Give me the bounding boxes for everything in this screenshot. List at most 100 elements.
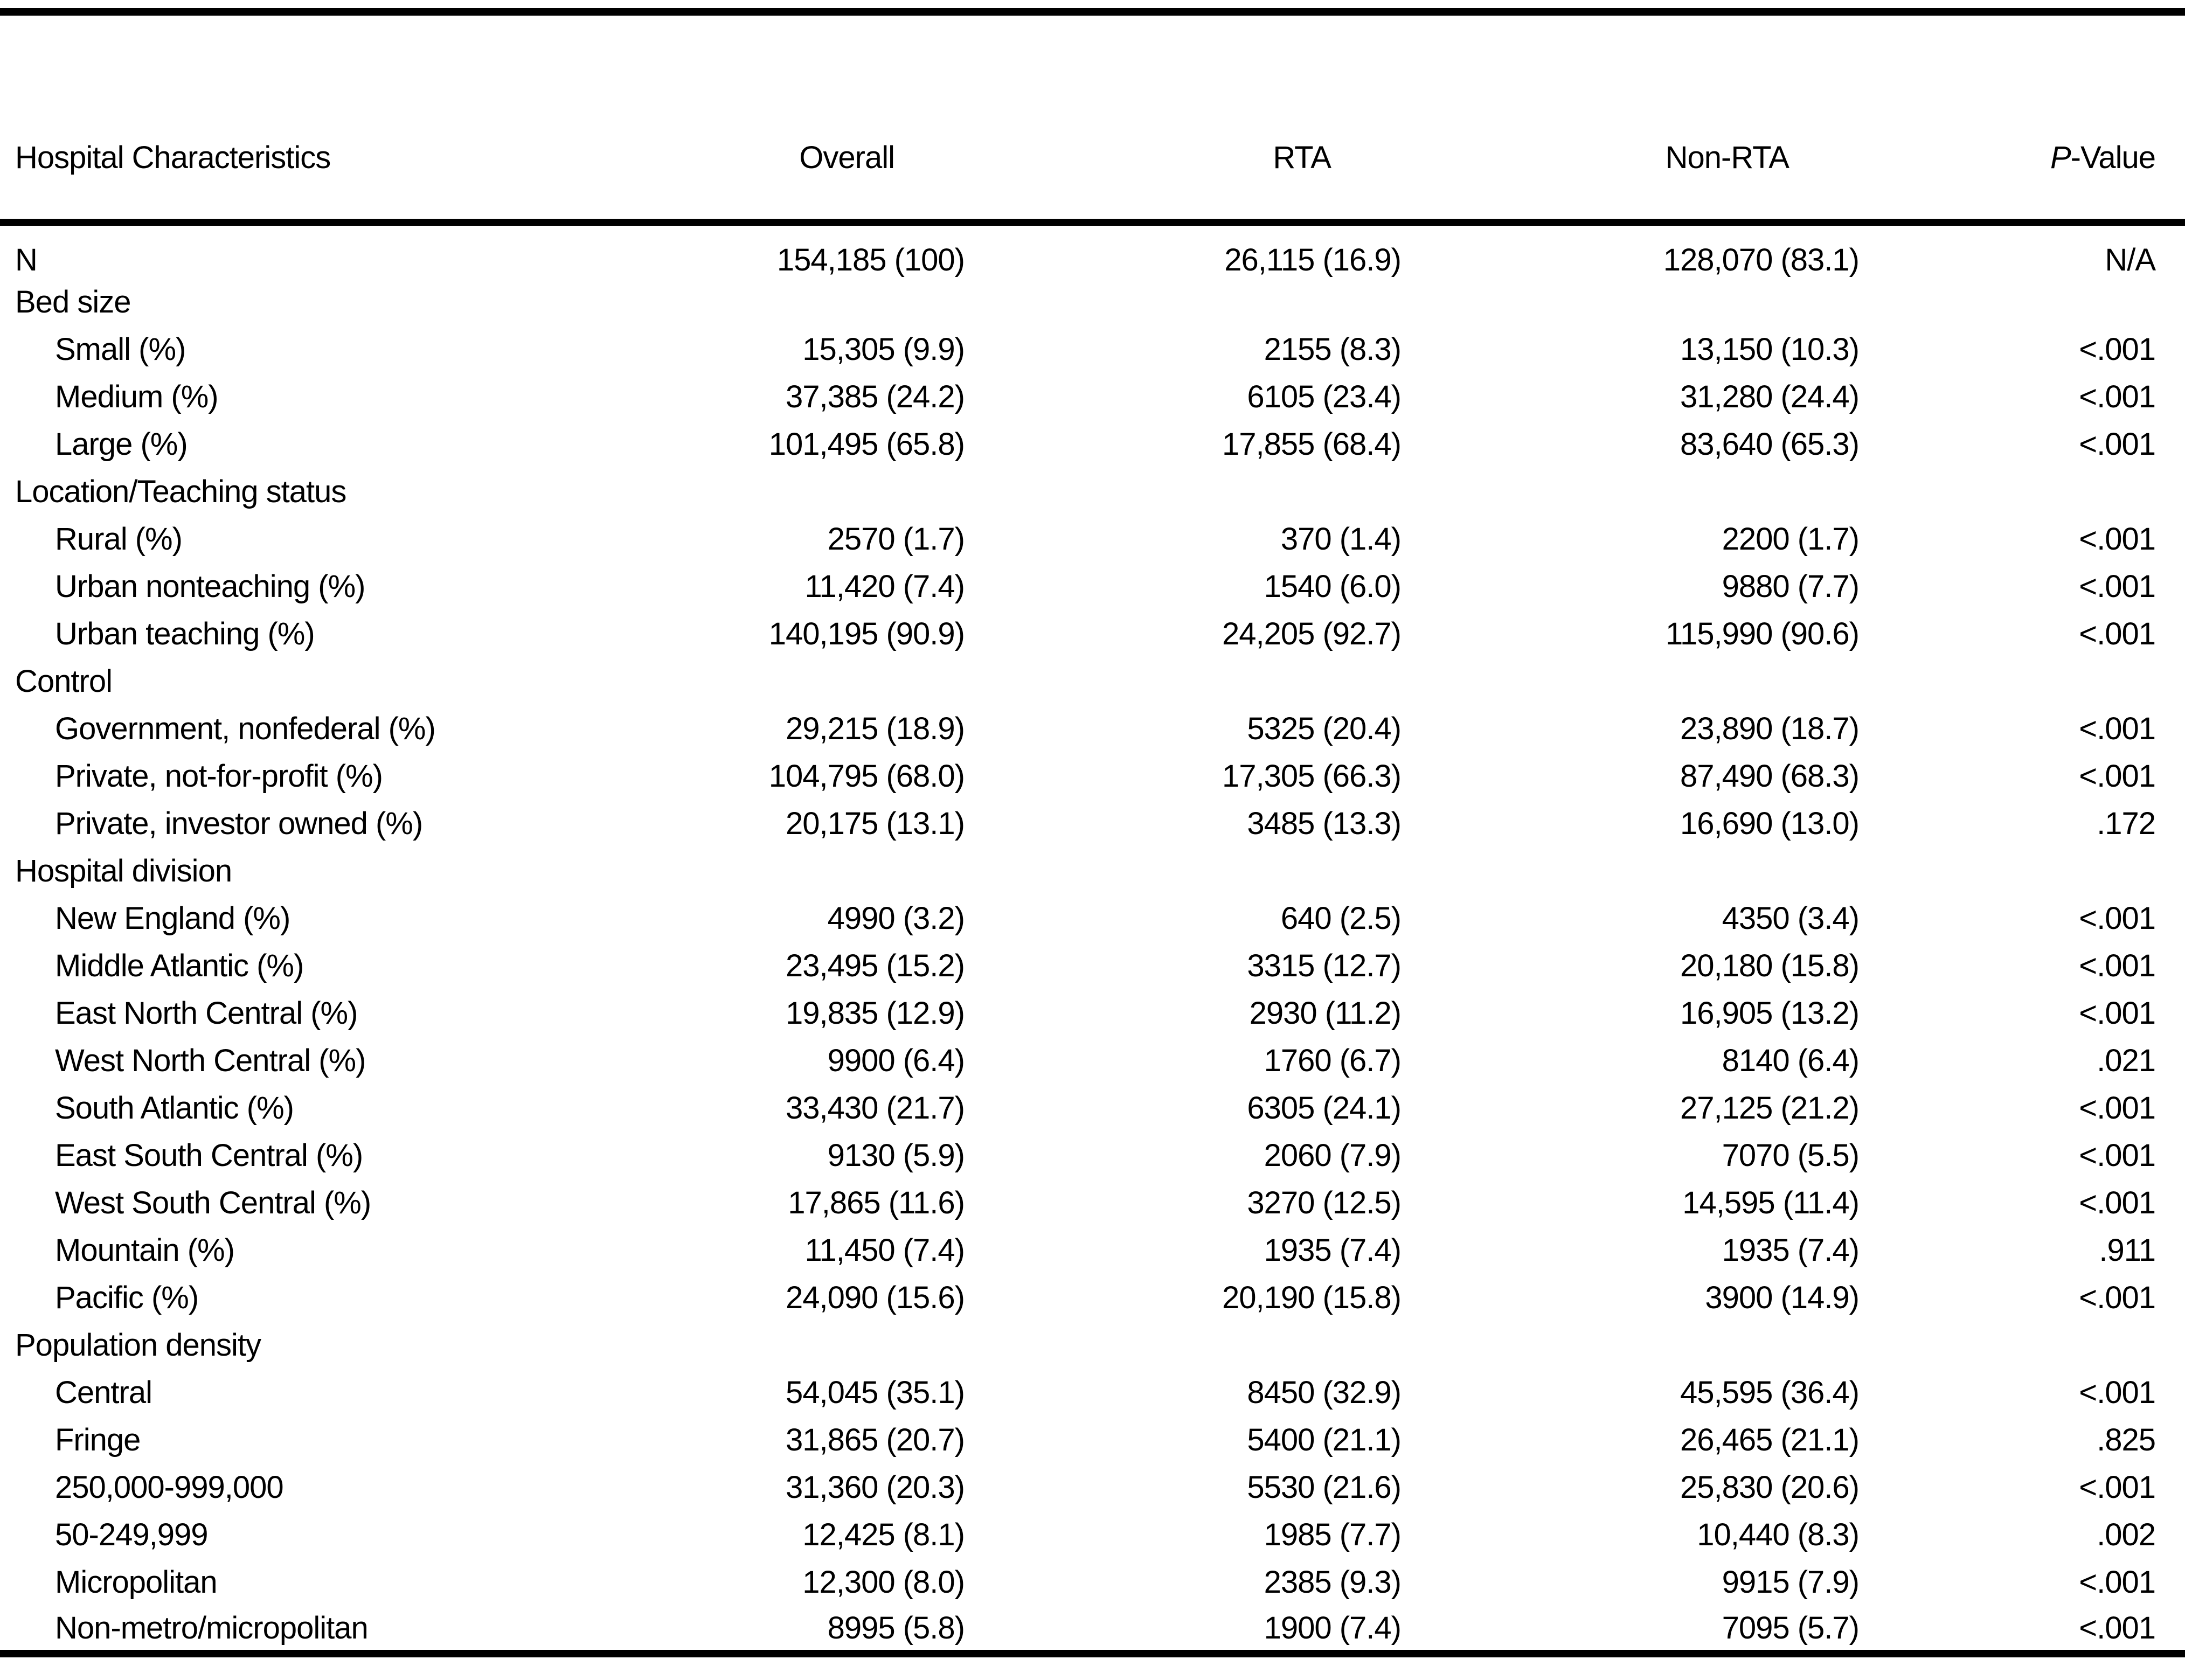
table-row: New England (%) 4990 (3.2) 640 (2.5) 4350 (… — [0, 895, 2185, 942]
row-label: Small (%) — [55, 332, 186, 367]
col-header-p-value: P-Value — [2050, 140, 2156, 175]
cell-rta: 2385 (9.3) — [1264, 1565, 1402, 1600]
row-label: Central — [55, 1375, 152, 1410]
row-label: Urban nonteaching (%) — [55, 569, 365, 604]
table-row: Rural (%) 2570 (1.7) 370 (1.4) 2200 (1.7) <.… — [0, 516, 2185, 563]
cell-rta — [965, 1322, 1401, 1369]
cell-p-value — [1859, 468, 2185, 516]
cell-rta — [965, 658, 1401, 705]
cell-non-rta: 7070 (5.5) — [1722, 1138, 1860, 1173]
cell-p-value: .911 — [2099, 1233, 2156, 1268]
table-row: Urban nonteaching (%) 11,420 (7.4) 1540 (6… — [0, 563, 2185, 610]
section-label: Control — [15, 664, 113, 699]
row-label: East South Central (%) — [55, 1138, 363, 1173]
table-row: 50-249,999 12,425 (8.1) 1985 (7.7) 10,440 (… — [0, 1511, 2185, 1559]
section-label: Bed size — [15, 284, 131, 320]
table-body: N 154,185 (100) 26,115 (16.9) 128,070 (83.1… — [0, 222, 2185, 1654]
cell-rta: 5530 (21.6) — [1247, 1470, 1402, 1505]
section-row: Hospital division — [0, 848, 2185, 895]
cell-p-value: <.001 — [2079, 1470, 2156, 1505]
cell-non-rta: 25,830 (20.6) — [1680, 1470, 1860, 1505]
table-row: East North Central (%) 19,835 (12.9) 2930 … — [0, 990, 2185, 1037]
cell-rta: 5400 (21.1) — [1247, 1422, 1402, 1457]
table-row: South Atlantic (%) 33,430 (21.7) 6305 (24.… — [0, 1085, 2185, 1132]
cell-overall: 101,495 (65.8) — [768, 427, 965, 462]
cell-rta: 17,305 (66.3) — [1222, 759, 1402, 794]
cell-non-rta: 23,890 (18.7) — [1680, 711, 1860, 746]
table-row: Small (%) 15,305 (9.9) 2155 (8.3) 13,150 (1… — [0, 326, 2185, 373]
cell-overall — [593, 848, 965, 895]
cell-non-rta: 45,595 (36.4) — [1680, 1375, 1860, 1410]
cell-rta: 3270 (12.5) — [1247, 1185, 1402, 1220]
cell-rta — [965, 468, 1401, 516]
section-row: Bed size — [0, 279, 2185, 326]
row-label: Private, not-for-profit (%) — [55, 759, 383, 794]
cell-p-value: <.001 — [2079, 1091, 2156, 1126]
cell-rta: 2155 (8.3) — [1264, 332, 1402, 367]
row-label: 250,000-999,000 — [55, 1470, 284, 1505]
cell-rta: 8450 (32.9) — [1247, 1375, 1402, 1410]
row-label: Fringe — [55, 1422, 141, 1457]
cell-non-rta — [1401, 1322, 1859, 1369]
cell-rta: 3485 (13.3) — [1247, 806, 1402, 841]
cell-rta: 640 (2.5) — [1280, 901, 1402, 936]
table-row: Medium (%) 37,385 (24.2) 6105 (23.4) 31,280… — [0, 373, 2185, 421]
cell-p-value — [1859, 848, 2185, 895]
cell-non-rta: 87,490 (68.3) — [1680, 759, 1860, 794]
cell-p-value — [1859, 279, 2185, 326]
cell-overall: 17,865 (11.6) — [788, 1185, 965, 1220]
cell-non-rta: 14,595 (11.4) — [1682, 1185, 1860, 1220]
cell-non-rta: 27,125 (21.2) — [1680, 1091, 1860, 1126]
col-header-rta: RTA — [1273, 140, 1331, 175]
cell-rta: 1900 (7.4) — [1264, 1610, 1402, 1646]
cell-non-rta: 20,180 (15.8) — [1680, 948, 1860, 983]
cell-p-value: <.001 — [2079, 427, 2156, 462]
cell-overall — [593, 279, 965, 326]
cell-p-value: <.001 — [2079, 1610, 2156, 1646]
cell-overall: 54,045 (35.1) — [785, 1375, 965, 1410]
table-row: Private, not-for-profit (%) 104,795 (68.0… — [0, 753, 2185, 800]
row-label: Pacific (%) — [55, 1280, 199, 1315]
cell-non-rta: 4350 (3.4) — [1722, 901, 1860, 936]
table-row: West South Central (%) 17,865 (11.6) 3270 … — [0, 1179, 2185, 1227]
table-header: Hospital Characteristics Overall RTA Non… — [0, 12, 2185, 222]
cell-overall: 12,425 (8.1) — [802, 1517, 965, 1552]
cell-overall: 4990 (3.2) — [827, 901, 965, 936]
cell-non-rta: 3900 (14.9) — [1705, 1280, 1860, 1315]
cell-non-rta: 13,150 (10.3) — [1680, 332, 1860, 367]
cell-rta — [965, 279, 1401, 326]
cell-non-rta: 1935 (7.4) — [1722, 1233, 1860, 1268]
row-label: Private, investor owned (%) — [55, 806, 423, 841]
cell-p-value: <.001 — [2079, 759, 2156, 794]
table-row: N 154,185 (100) 26,115 (16.9) 128,070 (83.1… — [0, 222, 2185, 279]
cell-rta: 1540 (6.0) — [1264, 569, 1402, 604]
cell-rta — [965, 848, 1401, 895]
cell-p-value: <.001 — [2079, 1375, 2156, 1410]
cell-non-rta: 16,690 (13.0) — [1680, 806, 1860, 841]
row-label: South Atlantic (%) — [55, 1091, 294, 1126]
cell-overall: 9900 (6.4) — [827, 1043, 965, 1078]
cell-overall — [593, 658, 965, 705]
cell-overall: 19,835 (12.9) — [785, 996, 965, 1031]
table-row: East South Central (%) 9130 (5.9) 2060 (7.… — [0, 1132, 2185, 1179]
cell-overall: 104,795 (68.0) — [768, 759, 965, 794]
table-row: Mountain (%) 11,450 (7.4) 1935 (7.4) 1935 (… — [0, 1227, 2185, 1274]
cell-p-value: <.001 — [2079, 1280, 2156, 1315]
cell-rta: 5325 (20.4) — [1247, 711, 1402, 746]
table-row: Non-metro/micropolitan 8995 (5.8) 1900 (7.… — [0, 1606, 2185, 1654]
cell-overall: 8995 (5.8) — [827, 1610, 965, 1646]
row-label: Mountain (%) — [55, 1233, 235, 1268]
cell-overall — [593, 1322, 965, 1369]
row-label: West North Central (%) — [55, 1043, 366, 1078]
cell-overall: 154,185 (100) — [776, 242, 965, 277]
cell-p-value: <.001 — [2079, 1185, 2156, 1220]
cell-overall: 2570 (1.7) — [827, 522, 965, 557]
cell-non-rta: 31,280 (24.4) — [1680, 379, 1860, 414]
row-label: Urban teaching (%) — [55, 616, 315, 651]
section-row: Population density — [0, 1322, 2185, 1369]
table-row: Middle Atlantic (%) 23,495 (15.2) 3315 (12… — [0, 942, 2185, 990]
cell-non-rta: 16,905 (13.2) — [1680, 996, 1860, 1031]
cell-non-rta — [1401, 658, 1859, 705]
cell-rta: 6305 (24.1) — [1247, 1091, 1402, 1126]
cell-p-value: <.001 — [2079, 901, 2156, 936]
